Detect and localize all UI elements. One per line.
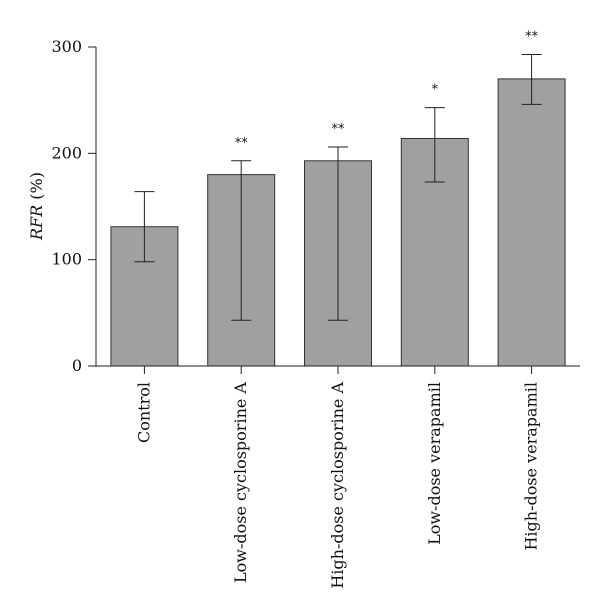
significance-label-1: ** <box>235 136 249 151</box>
y-tick-label-0: 0 <box>72 356 82 375</box>
significance-layer: ******* <box>235 29 539 150</box>
x-tick-label-2: High-dose cyclosporine A <box>328 382 347 589</box>
significance-label-4: ** <box>525 29 539 44</box>
x-tick-label-1: Low-dose cyclosporine A <box>231 382 250 583</box>
y-axis-title-unit: (%) <box>27 172 46 205</box>
significance-label-3: * <box>432 83 439 98</box>
bar-4 <box>497 78 566 367</box>
y-axis-title: RFR (%) <box>27 172 46 241</box>
error-bars-layer <box>134 53 542 321</box>
significance-label-2: ** <box>332 122 346 137</box>
y-tick-label-1: 100 <box>51 250 82 269</box>
x-tick-label-3: Low-dose verapamil <box>425 382 444 545</box>
y-axis-title-italic: RFR <box>27 205 46 241</box>
x-tick-labels: Control Low-dose cyclosporine A High-dose … <box>134 366 541 589</box>
x-tick-label-4: High-dose verapamil <box>522 382 541 551</box>
x-tick-label-0: Control <box>134 382 153 443</box>
y-tick-label-2: 200 <box>51 143 82 162</box>
y-tick-label-3: 300 <box>51 37 82 56</box>
y-ticks: 0 100 200 300 <box>51 37 96 375</box>
